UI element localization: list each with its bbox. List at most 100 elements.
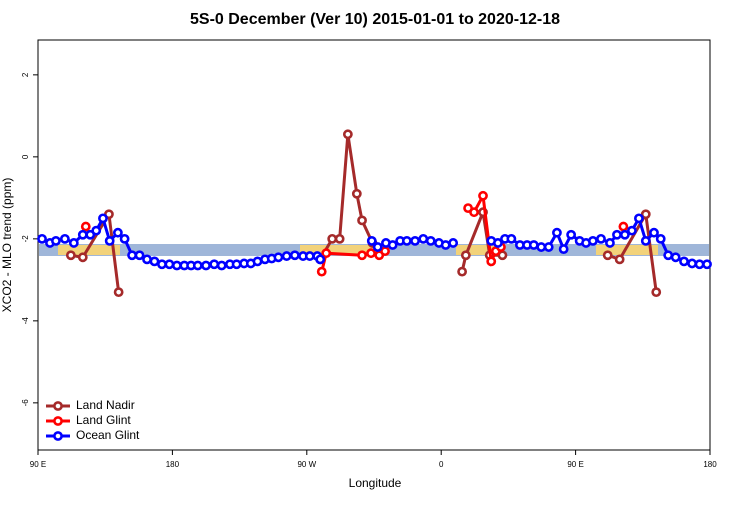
point [679, 256, 689, 267]
land-strip [58, 245, 120, 255]
point [91, 225, 102, 236]
y-tick-label: -2 [21, 235, 30, 243]
point [612, 229, 622, 240]
y-tick-label: 0 [21, 154, 30, 159]
point [351, 188, 362, 199]
point [157, 259, 167, 270]
land-strip [456, 245, 504, 255]
point [626, 225, 637, 236]
plot-frame [37, 39, 711, 451]
point [418, 233, 429, 244]
x-axis-label: Longitude [349, 476, 402, 490]
point [65, 250, 76, 261]
point [104, 235, 115, 246]
point [119, 233, 130, 244]
point [469, 207, 479, 218]
point [528, 240, 539, 250]
point [59, 233, 70, 244]
point [634, 213, 644, 224]
point [304, 251, 315, 261]
point [77, 229, 88, 240]
point [342, 129, 353, 140]
point [366, 248, 376, 259]
x-tick-label: 180 [703, 460, 717, 469]
point [552, 227, 562, 238]
point [649, 227, 659, 238]
point [694, 259, 705, 270]
point [588, 235, 598, 246]
point [566, 229, 577, 240]
point [357, 250, 367, 261]
legend-marker [53, 431, 63, 441]
point [98, 213, 108, 224]
y-axis-label: XCO2 - MLO trend (ppm) [0, 178, 14, 313]
point [80, 221, 91, 232]
point [655, 233, 666, 244]
point [425, 235, 436, 246]
land-strip [596, 245, 658, 255]
legend-label: Land Glint [76, 413, 131, 427]
point [486, 256, 497, 267]
point [142, 254, 152, 265]
point [321, 248, 332, 259]
point [410, 235, 420, 246]
point [440, 240, 451, 250]
legend-marker [53, 416, 63, 426]
point [209, 259, 220, 270]
point [387, 240, 398, 250]
point [192, 260, 203, 271]
point [640, 235, 651, 246]
point [536, 242, 547, 252]
point [457, 266, 468, 277]
point [614, 254, 625, 265]
point [149, 256, 160, 267]
point [687, 258, 697, 269]
point [372, 242, 383, 252]
legend-label: Land Nadir [76, 398, 135, 412]
point [334, 233, 345, 244]
x-tick-label: 90 E [567, 460, 583, 469]
point [134, 250, 145, 261]
point [231, 259, 242, 270]
point [112, 227, 123, 238]
point [201, 260, 211, 271]
y-tick-label: -4 [21, 317, 30, 325]
point [315, 254, 326, 265]
point [619, 229, 630, 240]
chart-title: 5S-0 December (Ver 10) 2015-01-01 to 202… [190, 11, 560, 28]
point [618, 221, 629, 232]
point [316, 266, 327, 277]
y-tick-label: -6 [21, 399, 30, 407]
point [640, 209, 651, 220]
x-tick-label: 180 [166, 460, 180, 469]
point [77, 252, 88, 263]
point [289, 250, 300, 261]
point [670, 252, 681, 263]
point [171, 260, 182, 271]
series-line [70, 134, 658, 293]
point [366, 235, 377, 246]
point [281, 251, 292, 261]
point [602, 250, 613, 261]
y-tick-label: 2 [21, 72, 30, 77]
point [702, 259, 712, 270]
x-tick-label: 90 W [297, 460, 316, 469]
point [51, 235, 61, 246]
point [651, 287, 662, 298]
point [37, 233, 47, 244]
point [558, 244, 569, 254]
point [68, 238, 79, 248]
legend-label: Ocean Glint [76, 428, 140, 442]
legend-marker [53, 401, 63, 411]
point [448, 238, 459, 248]
point [493, 238, 503, 248]
point [460, 250, 471, 261]
point [357, 215, 367, 226]
x-tick-label: 0 [439, 460, 444, 469]
point [596, 233, 606, 244]
land-strip [300, 245, 376, 255]
point [506, 233, 517, 244]
point [401, 235, 412, 246]
point [605, 238, 615, 248]
